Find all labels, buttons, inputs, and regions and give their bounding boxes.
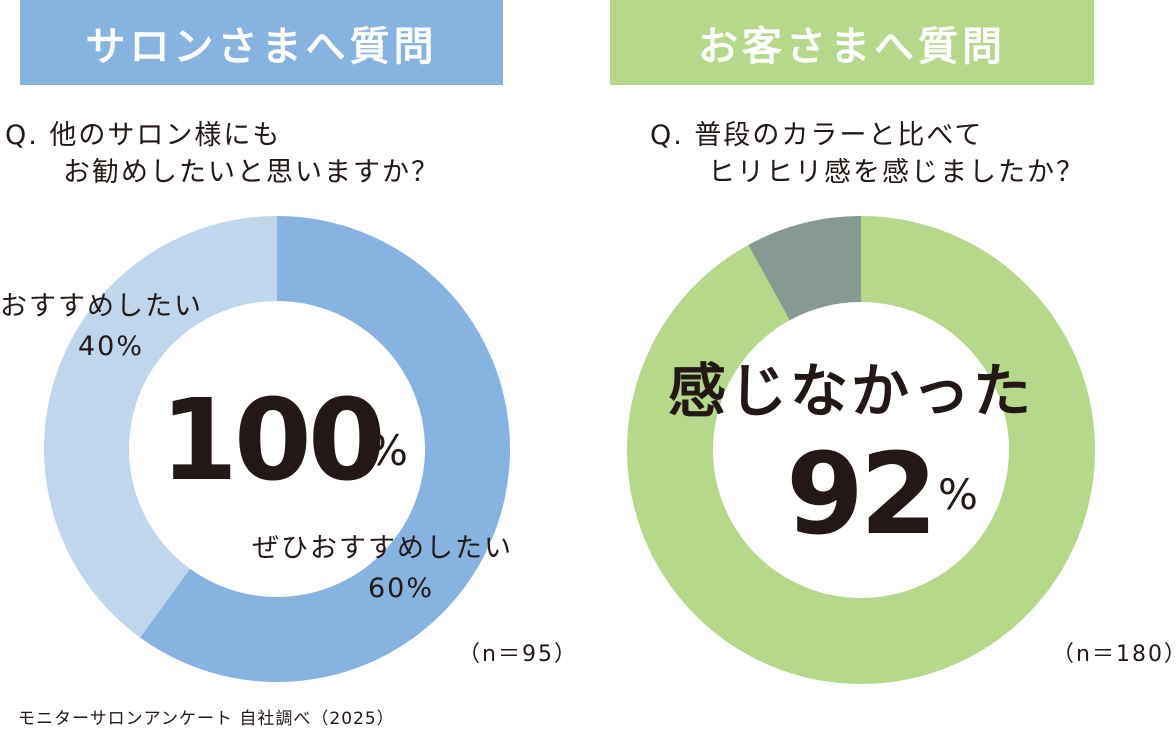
slice-value-zehi: 60%	[368, 570, 434, 607]
right-question-line-1: Q. 普段のカラーと比べて	[650, 120, 984, 151]
right-banner: お客さまへ質問	[610, 0, 1094, 85]
left-question-line-1: Q. 他のサロン様にも	[5, 120, 282, 151]
right-donut-slice-0	[627, 216, 1095, 684]
left-donut-slice-1	[44, 216, 277, 638]
slice-value-osusume: 40%	[78, 328, 144, 365]
source-note: モニターサロンアンケート 自社調べ（2025）	[18, 709, 395, 729]
left-donut-slice-0	[140, 216, 511, 682]
left-center-unit: %	[368, 426, 408, 475]
right-donut-slice-1	[748, 216, 861, 321]
slice-label-zehi-name: ぜひおすすめしたい	[252, 533, 513, 564]
slice-label-osusume: おすすめしたい	[0, 288, 203, 325]
right-question: Q. 普段のカラーと比べて ヒリヒリ感を感じましたか？	[650, 117, 1085, 191]
right-center-unit: %	[938, 470, 978, 519]
slice-label-zehi: ぜひおすすめしたい	[252, 530, 513, 567]
slice-label-osusume-name: おすすめしたい	[0, 291, 203, 322]
left-n-label: （n＝95）	[458, 642, 578, 667]
right-question-line-2: ヒリヒリ感を感じましたか？	[708, 157, 1085, 188]
slice-value-zehi-text: 60%	[368, 573, 435, 604]
left-question-line-2: お勧めしたいと思いますか？	[63, 157, 440, 188]
left-center-value: 100	[160, 376, 386, 506]
right-center-value: 92	[786, 430, 938, 560]
left-banner: サロンさまへ質問	[20, 0, 503, 85]
right-center-text: 感じなかった	[668, 357, 1035, 425]
left-question: Q. 他のサロン様にも お勧めしたいと思いますか？	[5, 117, 440, 191]
right-n-label: （n＝180）	[1052, 642, 1176, 667]
slice-value-osusume-text: 40%	[78, 331, 145, 362]
